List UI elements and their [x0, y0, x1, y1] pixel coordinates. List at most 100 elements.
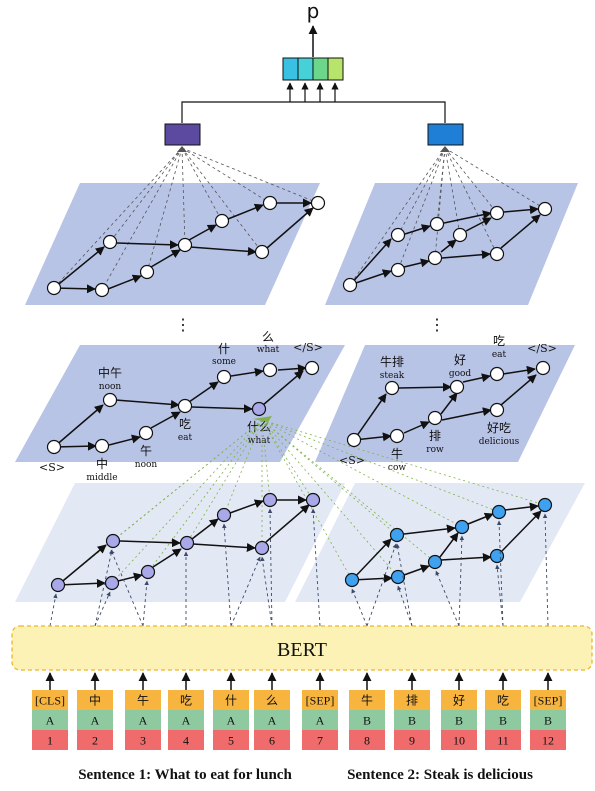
attention-focus-wedge [253, 416, 272, 422]
pooled-vector-sentence1 [164, 123, 201, 146]
token-column: [CLS] A 1 [32, 690, 68, 750]
output-vector [282, 57, 344, 81]
token-embedding-cell-label: 吃 [497, 694, 509, 708]
ellipsis-right: ⋮ [429, 315, 445, 334]
token-embedding-cell [530, 690, 566, 710]
bert-lattice-sentence1-nodes [50, 492, 321, 593]
position-embedding-cell-label: 10 [453, 734, 465, 748]
segment-embedding-cell [168, 710, 204, 730]
mid2-node-niupai-en: steak [380, 371, 405, 381]
position-embedding-cell [213, 730, 249, 750]
token-embedding-cell [394, 690, 430, 710]
bert-output-lines [49, 508, 549, 627]
token-embedding-cell-label: [SEP] [534, 694, 563, 708]
mid2-end-label: </S> [527, 342, 557, 355]
token-embedding-cell [485, 690, 521, 710]
segment-embedding-cell [394, 710, 430, 730]
bert-encoder-box [11, 625, 593, 671]
segment-embedding-cell [254, 710, 290, 730]
token-column: 什A 5 [213, 690, 249, 750]
position-embedding-cell-label: 4 [183, 734, 189, 748]
token-column: [SEP] B 12 [530, 690, 566, 750]
top-lattice-sentence2-edges [349, 205, 541, 286]
token-column: 吃B 11 [485, 690, 521, 750]
segment-embedding-cell-label: B [499, 714, 507, 728]
mid-plane-right [315, 345, 575, 462]
token-embedding-cell-label: 中 [89, 693, 101, 708]
caption-sentence1: Sentence 1: What to eat for lunch [78, 767, 292, 783]
position-embedding-cell-label: 3 [140, 734, 146, 748]
position-embedding-cell [32, 730, 68, 750]
token-column: 午A 3 [125, 690, 161, 750]
position-embedding-cell-label: 12 [542, 734, 554, 748]
token-column: 排B 9 [394, 690, 430, 750]
token-input-arrows [45, 672, 553, 690]
segment-embedding-cell-label: B [455, 714, 463, 728]
mid2-node-niupai-zh: 牛排 [380, 354, 404, 369]
mid1-node-zhongwu-en: noon [99, 382, 122, 392]
output-label: p [307, 0, 320, 23]
segment-embedding-cell [530, 710, 566, 730]
mid1-node-shenme-en: what [248, 436, 271, 446]
segment-embedding-cell-label: B [408, 714, 416, 728]
bert-lattice-sentence1-edges [57, 495, 310, 588]
token-embedding-cell [254, 690, 290, 710]
segment-embedding-cell-label: A [227, 714, 236, 728]
segment-embedding-cell-label: A [139, 714, 148, 728]
token-column: 吃A 4 [168, 690, 204, 750]
token-embedding-cell-label: 什 [225, 694, 237, 708]
mid2-node-pai-zh: 排 [429, 429, 441, 443]
mid-lattice-sentence2-nodes [346, 360, 551, 448]
token-embedding-cell [77, 690, 113, 710]
bert-plane-right [295, 483, 585, 602]
mid2-node-haochi-en: delicious [479, 437, 520, 447]
mid1-node-me-zh: 么 [262, 330, 274, 344]
mid2-node-pai-en: row [426, 445, 444, 455]
position-embedding-cell-label: 7 [317, 734, 323, 748]
mid2-node-hao-en: good [449, 369, 472, 379]
token-column: [SEP] A 7 [302, 690, 338, 750]
mid1-node-shen-en: some [212, 357, 236, 367]
token-embedding-cell-label: [SEP] [306, 694, 335, 708]
token-embedding-cell [441, 690, 477, 710]
mid2-node-hao-zh: 好 [454, 353, 466, 367]
token-embedding-cell-label: 么 [266, 694, 278, 708]
mid1-node-zhong-en: middle [86, 473, 117, 483]
token-embedding-cell [302, 690, 338, 710]
mid1-node-wu-en: noon [135, 460, 158, 470]
mid1-node-shenme-zh: 什么 [247, 420, 271, 434]
mid-lattice-sentence1-nodes [46, 360, 320, 455]
top-lattice-sentence2-nodes [342, 201, 553, 293]
position-embedding-cell-label: 2 [92, 734, 98, 748]
token-embedding-cell [125, 690, 161, 710]
token-column: 牛B 8 [349, 690, 385, 750]
mid2-node-niu-en: cow [388, 463, 406, 473]
token-embedding-cell-label: 吃 [180, 694, 192, 708]
token-embedding-cell-label: 午 [137, 694, 149, 708]
mid1-node-chi-en: eat [178, 433, 193, 443]
mid1-node-shen-zh: 什 [218, 342, 230, 356]
token-column: 好B 10 [441, 690, 477, 750]
position-embedding-cell [394, 730, 430, 750]
segment-embedding-cell-label: A [268, 714, 277, 728]
token-embedding-cell [168, 690, 204, 710]
position-embedding-cell-label: 11 [497, 734, 509, 748]
position-embedding-cell [254, 730, 290, 750]
segment-embedding-cell-label: A [316, 714, 325, 728]
mid2-node-niu-zh: 牛 [391, 446, 403, 461]
token-embedding-cell [213, 690, 249, 710]
segment-embedding-cell-label: B [544, 714, 552, 728]
token-embedding-cell [32, 690, 68, 710]
mid2-node-haochi-zh: 好吃 [487, 421, 511, 435]
mid1-node-chi-zh: 吃 [179, 417, 191, 431]
ellipsis-left: ⋮ [175, 315, 191, 334]
output-input-arrows [286, 82, 339, 102]
segment-embedding-cell [125, 710, 161, 730]
mid1-start-label: <S> [39, 461, 65, 474]
segment-embedding-cell-label: A [91, 714, 100, 728]
segment-embedding-cell [32, 710, 68, 730]
position-embedding-cell-label: 5 [228, 734, 234, 748]
segment-embedding-cell-label: A [182, 714, 191, 728]
pooled-vector-sentence2 [427, 123, 464, 146]
